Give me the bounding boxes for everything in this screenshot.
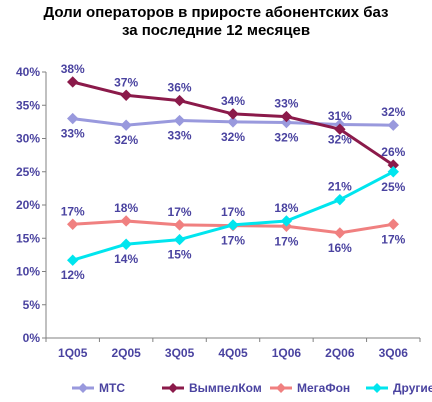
legend-swatch-marker bbox=[276, 383, 286, 393]
y-tick-label: 10% bbox=[16, 265, 40, 279]
data-label: 18% bbox=[114, 201, 138, 215]
legend-label: Другие bbox=[393, 381, 432, 395]
legend-label: МегаФон bbox=[297, 381, 350, 395]
y-tick-label: 40% bbox=[16, 65, 40, 79]
data-point-marker bbox=[120, 89, 132, 101]
data-point-marker bbox=[173, 114, 186, 127]
legend-label: МТС bbox=[99, 381, 125, 395]
data-label: 17% bbox=[221, 234, 245, 248]
x-tick-label: 3Q06 bbox=[379, 346, 409, 360]
data-label: 38% bbox=[61, 62, 85, 76]
chart-title-line-1: Доли операторов в приросте абонентских б… bbox=[43, 4, 389, 21]
data-point-marker bbox=[120, 119, 132, 131]
data-point-marker bbox=[67, 254, 79, 266]
data-label: 17% bbox=[168, 205, 192, 219]
data-point-marker bbox=[280, 116, 293, 129]
chart-title: Доли операторов в приросте абонентских б… bbox=[0, 4, 432, 40]
x-tick-label: 4Q05 bbox=[218, 346, 248, 360]
data-point-marker bbox=[227, 108, 239, 120]
data-label: 17% bbox=[381, 232, 405, 246]
data-point-marker bbox=[120, 238, 132, 250]
data-label: 33% bbox=[168, 129, 192, 143]
x-tick-label: 1Q05 bbox=[58, 346, 88, 360]
chart-title-line-2: за последние 12 месяцев bbox=[121, 22, 311, 39]
data-point-marker bbox=[387, 119, 399, 131]
y-tick-label: 25% bbox=[16, 165, 40, 179]
y-tick-label: 5% bbox=[23, 298, 41, 312]
data-label: 31% bbox=[328, 109, 352, 123]
legend-label: ВымпелКом bbox=[189, 381, 262, 395]
data-label: 34% bbox=[221, 94, 245, 108]
data-label: 15% bbox=[168, 248, 192, 262]
data-label: 16% bbox=[328, 241, 352, 255]
legend-swatch-marker bbox=[78, 383, 88, 393]
y-tick-label: 15% bbox=[16, 231, 40, 245]
data-point-marker bbox=[280, 215, 293, 227]
data-label: 32% bbox=[114, 133, 138, 147]
data-label: 36% bbox=[168, 81, 192, 95]
data-label: 17% bbox=[274, 234, 298, 248]
data-point-marker bbox=[280, 110, 293, 123]
legend-swatch-marker bbox=[372, 383, 382, 393]
data-label: 37% bbox=[114, 75, 138, 89]
data-label: 33% bbox=[274, 97, 298, 111]
data-point-marker bbox=[67, 112, 79, 125]
data-point-marker bbox=[334, 227, 346, 239]
data-label: 14% bbox=[114, 252, 138, 266]
data-point-marker bbox=[334, 123, 346, 135]
data-label: 18% bbox=[274, 201, 298, 215]
data-point-marker bbox=[173, 94, 186, 107]
data-point-marker bbox=[173, 219, 186, 231]
data-label: 32% bbox=[221, 130, 245, 144]
data-label: 33% bbox=[61, 127, 85, 141]
data-point-marker bbox=[67, 76, 79, 88]
data-label: 17% bbox=[61, 204, 85, 218]
data-label: 32% bbox=[381, 105, 405, 119]
data-label: 21% bbox=[328, 180, 352, 194]
data-label: 12% bbox=[61, 268, 85, 282]
data-point-marker bbox=[387, 218, 399, 230]
data-point-marker bbox=[227, 219, 239, 231]
x-tick-label: 1Q06 bbox=[272, 346, 302, 360]
data-label: 25% bbox=[381, 180, 405, 194]
data-label: 32% bbox=[328, 133, 352, 147]
data-point-marker bbox=[334, 193, 346, 206]
data-point-marker bbox=[120, 215, 132, 227]
y-tick-label: 30% bbox=[16, 132, 40, 146]
data-label: 26% bbox=[381, 145, 405, 159]
y-tick-label: 35% bbox=[16, 98, 40, 112]
data-label: 32% bbox=[274, 131, 298, 145]
x-tick-label: 2Q06 bbox=[325, 346, 355, 360]
data-point-marker bbox=[67, 218, 79, 230]
legend-swatch-marker bbox=[168, 383, 178, 393]
data-point-marker bbox=[387, 166, 399, 178]
data-label: 17% bbox=[221, 205, 245, 219]
data-point-marker bbox=[227, 116, 239, 128]
y-tick-label: 0% bbox=[23, 331, 41, 345]
y-tick-label: 20% bbox=[16, 198, 40, 212]
x-tick-label: 2Q05 bbox=[111, 346, 141, 360]
x-tick-label: 3Q05 bbox=[165, 346, 195, 360]
data-point-marker bbox=[173, 233, 186, 246]
